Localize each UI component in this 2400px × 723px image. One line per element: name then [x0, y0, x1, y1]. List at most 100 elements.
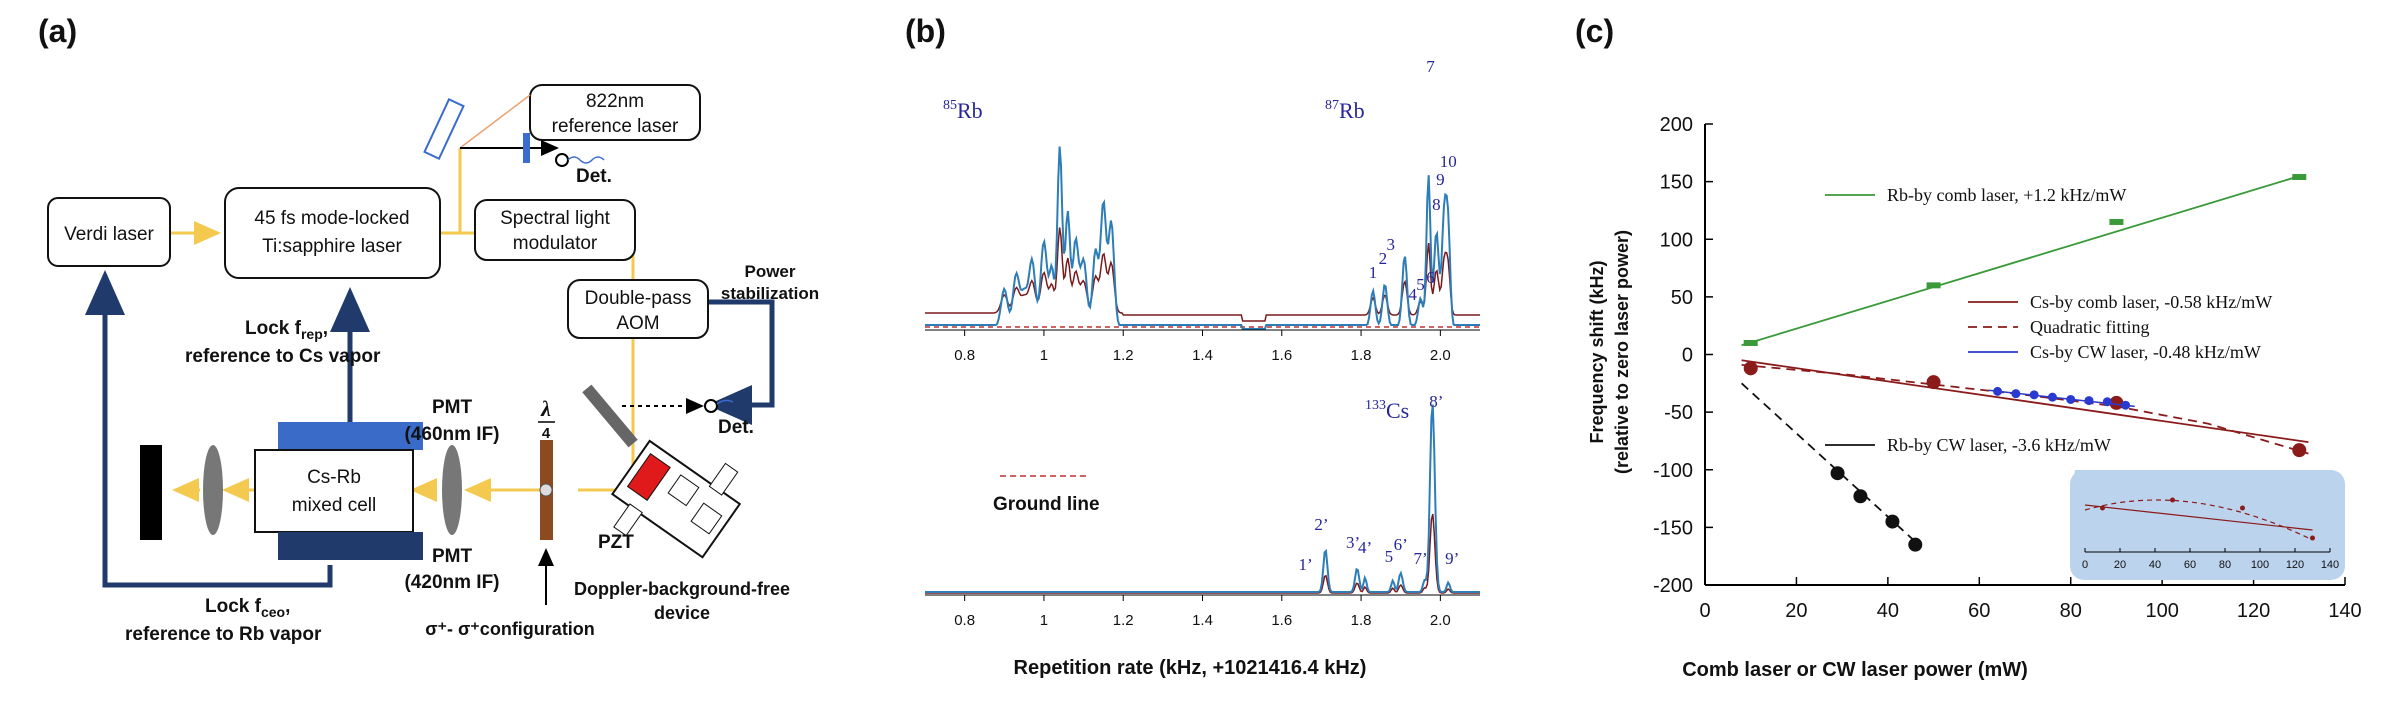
cs-peak-label: 8’ — [1429, 392, 1443, 411]
inset-x-tick-label: 40 — [2149, 559, 2161, 571]
mid-detector-icon — [704, 399, 718, 413]
panel-c-ylabel-line2: (relative to zero laser power) — [1612, 230, 1632, 474]
cell-line1: Cs-Rb — [307, 467, 361, 488]
rb-peak-label: 2 — [1379, 249, 1388, 268]
rb-spectrum — [925, 146, 1480, 330]
inset-linear-fit — [2084, 504, 2313, 531]
lock-feedback-arrows — [85, 270, 775, 588]
power-stab-line1: Power — [744, 262, 795, 281]
shift-chart-axes: 0 20 40 60 80 100 120 140200150100500-50-100-15… — [1653, 114, 2362, 622]
cs-x-axis: 0.8 1 1.2 1.4 1.6 1.8 2.0 — [925, 594, 1480, 629]
verdi-laser-text: Verdi laser — [64, 224, 154, 245]
lens-left-icon — [203, 445, 223, 535]
cs-cw-point — [1993, 386, 2003, 396]
top-detector-label: Det. — [576, 166, 612, 187]
rb-comb-point — [2292, 174, 2307, 181]
spectrum-x-tick-label: 1 — [1040, 612, 1048, 629]
grating-icon — [423, 98, 465, 160]
rb85-label: 85Rb — [943, 98, 983, 123]
cs-peak-label: 2’ — [1314, 515, 1328, 534]
panel-c: (c) 0 20 40 60 80 100 120 140200150100500-50-10… — [1575, 13, 2362, 681]
rb-peak-label: 3 — [1387, 235, 1396, 254]
cs-spectrum — [925, 404, 1480, 594]
verdi-laser-box — [47, 197, 171, 267]
cs-cw-point — [2047, 392, 2057, 402]
chart-x-tick-label: 0 — [1699, 600, 1710, 622]
chart-x-tick-label: 100 — [2145, 600, 2178, 622]
spectrum-x-tick-label: 2.0 — [1430, 347, 1451, 364]
cs-cw-point — [2011, 389, 2021, 399]
chart-y-tick-label: -50 — [1664, 402, 1693, 424]
cs-peak-label: 1’ — [1298, 555, 1312, 574]
top-detector-icon — [555, 153, 569, 167]
cell-line2: mixed cell — [292, 495, 376, 516]
chart-x-tick-label: 140 — [2328, 600, 2361, 622]
cs-cw-point — [2066, 394, 2076, 404]
aom-box — [567, 279, 709, 339]
cs-peak-label: 5 — [1385, 547, 1394, 566]
ground-line-legend-text: Ground line — [993, 494, 1100, 515]
spectral-modulator-box — [474, 199, 636, 261]
spectrum-x-tick-label: 1.6 — [1271, 347, 1292, 364]
spectrum-x-tick-label: 1.8 — [1351, 347, 1372, 364]
rb-peak-label: 1 — [1369, 263, 1378, 282]
shift-chart-inset: 0 20 40 60 80 100 120 140 — [2070, 470, 2345, 580]
pmt-420-icon — [278, 532, 423, 560]
inset-quadratic-fit — [2084, 499, 2313, 541]
rb-cw-point — [1908, 537, 1923, 552]
chart-x-tick-label: 40 — [1877, 600, 1899, 622]
pmt-420-line1: PMT — [432, 546, 473, 567]
chart-y-tick-label: 100 — [1660, 229, 1693, 251]
lambda-denominator: 4 — [542, 425, 551, 442]
rb-comb-point — [1926, 282, 1941, 289]
rb-x-axis: 0.8 1 1.2 1.4 1.6 1.8 2.0 — [925, 329, 1480, 364]
lock-ceo-line2: reference to Rb vapor — [125, 624, 322, 645]
rb87-label: 87Rb — [1325, 98, 1365, 123]
rb-comb-point — [1743, 339, 1758, 346]
inset-x-tick-label: 140 — [2321, 559, 2339, 571]
rb-comb-fit-line — [1741, 173, 2305, 347]
cs-comb-fit-line — [1741, 359, 2309, 443]
inset-point — [2170, 497, 2175, 503]
panel-c-ylabel-line1: Frequency shift (kHz) — [1587, 260, 1607, 443]
inset-x-tick-label: 0 — [2082, 559, 2088, 571]
legend-text: Rb-by comb laser, +1.2 kHz/mW — [1887, 185, 2126, 205]
cs-cw-point — [2029, 390, 2039, 400]
legend-text: Rb-by CW laser, -3.6 kHz/mW — [1887, 435, 2111, 455]
waveplate-center-icon — [539, 483, 553, 497]
filter-icon — [523, 133, 530, 163]
chart-x-tick-label: 60 — [1968, 600, 1990, 622]
panel-b-label: (b) — [905, 13, 946, 49]
legend-text: Quadratic fitting — [2030, 317, 2149, 337]
shift-chart-legend: Rb-by comb laser, +1.2 kHz/mW Cs-by comb … — [1825, 185, 2272, 455]
spectrum-x-tick-label: 1.4 — [1192, 347, 1213, 364]
pmt-420-line2: (420nm IF) — [404, 572, 499, 593]
spectrum-x-tick-label: 0.8 — [954, 612, 975, 629]
pmt-460-icon — [278, 422, 423, 450]
cs-comb-point — [2109, 395, 2124, 410]
reference-beam — [459, 94, 531, 149]
rb-spectrum-blue-trace — [925, 146, 1480, 330]
lock-rep-line1: Lock frep, — [245, 318, 328, 342]
aom-line2: AOM — [616, 313, 659, 334]
doppler-device-icon — [610, 439, 742, 559]
aom-line1: Double-pass — [585, 288, 692, 309]
rb-peak-label: 10 — [1440, 152, 1457, 171]
rb-peak-label: 8 — [1432, 195, 1441, 214]
spectrum-x-tick-label: 1.8 — [1351, 612, 1372, 629]
panel-c-label: (c) — [1575, 13, 1614, 49]
shift-chart-plot — [1740, 173, 2309, 552]
reference-laser-line1: 822nm — [586, 91, 644, 112]
cs-peak-labels: 1’ 2’ 3’4’ 56’ 7’ 8’ 9’ — [1298, 392, 1459, 574]
inset-x-tick-label: 80 — [2219, 559, 2231, 571]
rb-peak-labels: 123 45 6 7 8 910 — [1369, 57, 1457, 304]
cs-spectrum-blue-trace — [925, 404, 1480, 594]
panel-c-xlabel: Comb laser or CW laser power (mW) — [1682, 659, 2028, 681]
chart-y-tick-label: 200 — [1660, 114, 1693, 136]
ti-sapphire-laser-box — [224, 187, 441, 279]
cs-peak-label: 3’ — [1346, 533, 1360, 552]
top-detector-cable — [567, 156, 605, 164]
sigma-configuration-label: σ⁺- σ⁺configuration — [425, 619, 595, 639]
